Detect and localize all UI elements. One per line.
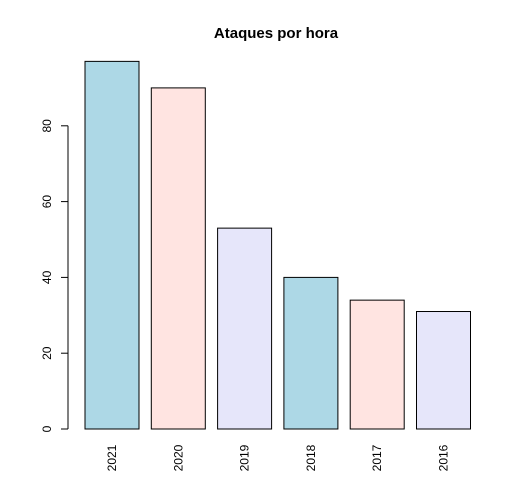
y-tick-label: 0 <box>40 425 54 432</box>
bar-2020 <box>150 87 206 430</box>
x-tick-label: 2021 <box>105 444 119 471</box>
x-tick-label: 2020 <box>171 444 185 471</box>
y-tick-label: 20 <box>40 346 54 360</box>
y-axis: 0 20 40 60 80 <box>40 119 69 432</box>
x-axis-labels: 2021 2020 2019 2018 2017 2016 <box>105 444 451 471</box>
x-tick-label: 2016 <box>437 444 451 471</box>
bar-2016 <box>416 311 471 430</box>
x-tick-label: 2018 <box>304 444 318 471</box>
bar-2018 <box>283 276 339 430</box>
bar-2017 <box>349 299 405 430</box>
y-tick-label: 60 <box>40 195 54 209</box>
y-tick-label: 80 <box>40 119 54 133</box>
chart-title: Ataques por hora <box>214 25 339 42</box>
bars <box>84 60 471 430</box>
x-tick-label: 2019 <box>238 444 252 471</box>
bar-2019 <box>217 227 273 430</box>
bar-2021 <box>84 60 140 430</box>
y-tick-label: 40 <box>40 270 54 284</box>
x-tick-label: 2017 <box>370 444 384 471</box>
